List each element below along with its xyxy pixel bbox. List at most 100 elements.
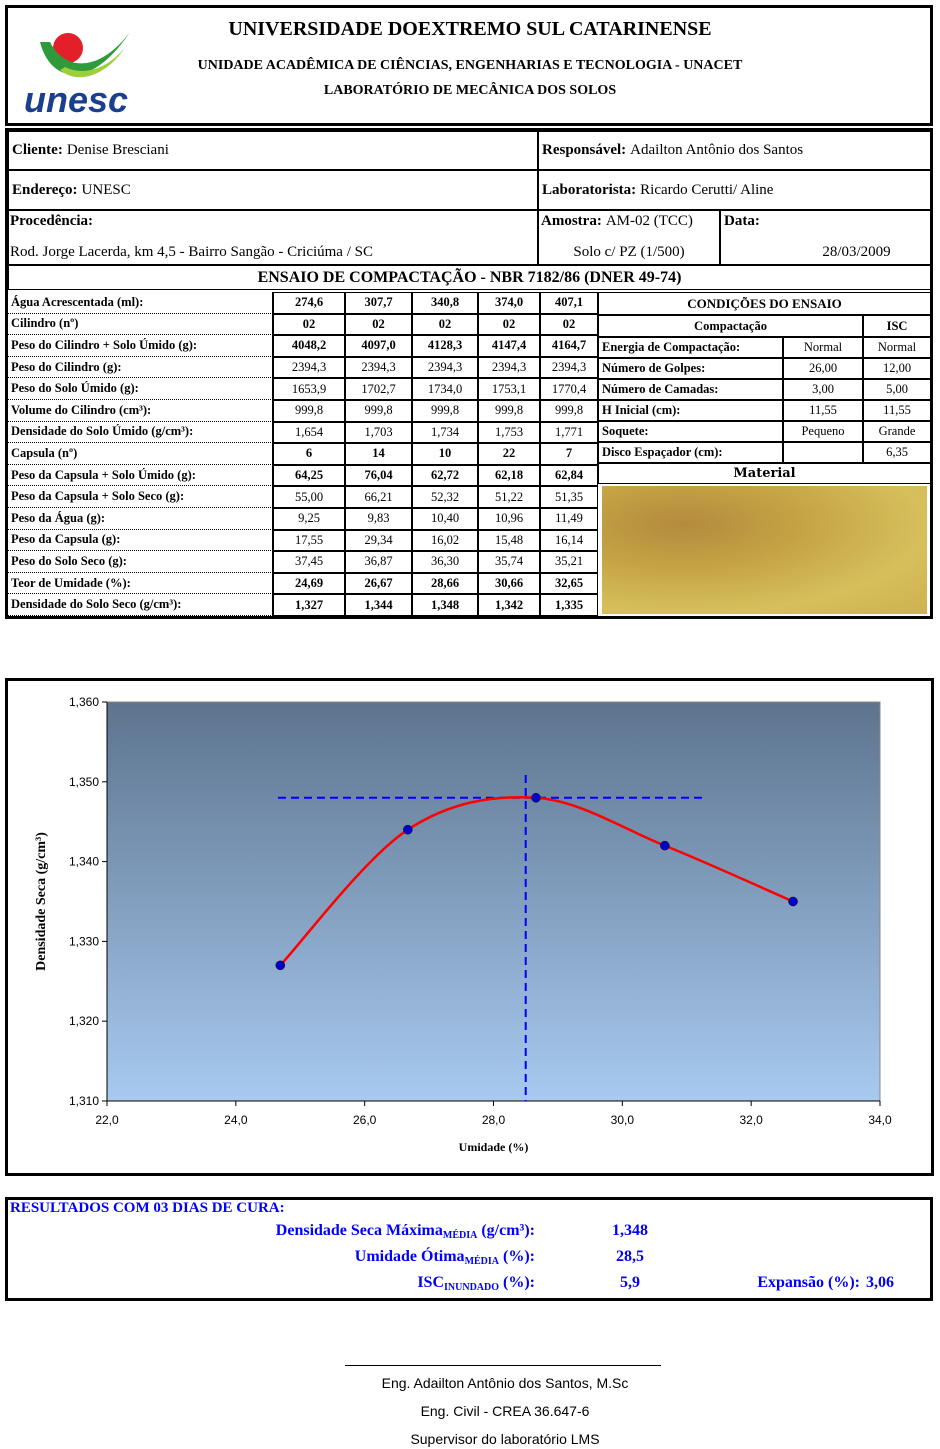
table-cell: 11,49 <box>540 508 598 530</box>
table-cell: 1,335 <box>540 594 598 616</box>
info-cell: Amostra: AM-02 (TCC) <box>541 213 721 233</box>
table-cell: 22 <box>478 443 540 465</box>
table-cell: 1702,7 <box>345 378 412 400</box>
table-cell: 24,69 <box>273 572 345 595</box>
table-cell: 1,348 <box>412 594 478 616</box>
table-cell: 35,74 <box>478 551 540 573</box>
table-cell: 2394,3 <box>273 356 345 379</box>
table-cell: 16,14 <box>540 529 598 552</box>
table-title: ENSAIO DE COMPACTAÇÃO - NBR 7182/86 (DNE… <box>8 265 931 290</box>
info-cell: Cliente: Denise Bresciani <box>8 131 538 170</box>
result-value: 5,9 <box>620 1274 640 1291</box>
info-cell: Responsável: Adailton Antônio dos Santos <box>538 131 931 170</box>
x-tick-label: 22,0 <box>95 1113 119 1127</box>
material-label: Material <box>598 463 931 484</box>
result-unit: (g/cm³): <box>477 1222 535 1239</box>
conditions-label: Energia de Compactação: <box>598 337 783 358</box>
table-cell: 1,327 <box>273 594 345 616</box>
row-label: Cilindro (nº) <box>8 313 273 336</box>
result-label: ISCINUNDADO (%): <box>150 1274 535 1298</box>
table-cell: 274,6 <box>273 292 345 314</box>
table-cell: 51,35 <box>540 486 598 508</box>
info-value: Ricardo Cerutti/ Aline <box>640 181 774 198</box>
result-name: ISC <box>417 1274 445 1291</box>
cell <box>538 210 720 265</box>
conditions-cell: Normal <box>783 337 863 358</box>
table-cell: 1,703 <box>345 421 412 444</box>
signature-role: Supervisor do laboratório LMS <box>410 1431 600 1447</box>
table-cell: 2394,3 <box>412 356 478 379</box>
row-label: Densidade do Solo Úmido (g/cm³): <box>8 421 273 444</box>
conditions-label: Soquete: <box>598 421 783 442</box>
table-cell: 1,771 <box>540 421 598 444</box>
table-cell: 1734,0 <box>412 378 478 400</box>
x-tick-label: 32,0 <box>739 1113 763 1127</box>
info-label: Cliente: <box>12 142 63 158</box>
subtitle: UNIDADE ACADÊMICA DE CIÊNCIAS, ENGENHARI… <box>197 58 743 73</box>
expansion-value: 3,06 <box>866 1274 894 1291</box>
row-label: Volume do Cilindro (cm³): <box>8 400 273 422</box>
y-tick-label: 1,320 <box>69 1014 99 1028</box>
x-tick-label: 26,0 <box>353 1113 377 1127</box>
table-cell: 4164,7 <box>540 335 598 357</box>
data-point <box>275 960 286 971</box>
conditions-cell: Pequeno <box>783 421 863 442</box>
table-cell: 32,65 <box>540 572 598 595</box>
conditions-cell: Grande <box>863 421 931 442</box>
row-label: Peso da Água (g): <box>8 508 273 530</box>
info-value: 28/03/2009 <box>822 244 891 260</box>
table-cell: 999,8 <box>540 400 598 422</box>
table-cell: 1,753 <box>478 421 540 444</box>
result-label: Umidade ÓtimaMÉDIA (%): <box>150 1248 535 1272</box>
info-cell: Endereço: UNESC <box>8 170 538 210</box>
x-tick-label: 34,0 <box>868 1113 892 1127</box>
conditions-label: Disco Espaçador (cm): <box>598 442 783 463</box>
table-cell: 02 <box>273 313 345 336</box>
table-cell: 1753,1 <box>478 378 540 400</box>
table-cell: 30,66 <box>478 572 540 595</box>
table-cell: 16,02 <box>412 529 478 552</box>
conditions-label: Número de Camadas: <box>598 379 783 400</box>
cell <box>8 210 538 265</box>
result-value: 1,348 <box>612 1222 648 1239</box>
table-cell: 1653,9 <box>273 378 345 400</box>
table-cell: 1,342 <box>478 594 540 616</box>
result-name: Umidade Ótima <box>354 1248 465 1265</box>
table-cell: 1,654 <box>273 421 345 444</box>
table-cell: 4048,2 <box>273 335 345 357</box>
logo: unesc <box>24 32 130 120</box>
table-cell: 64,25 <box>273 464 345 487</box>
conditions-cell: 11,55 <box>863 400 931 421</box>
table-cell: 02 <box>478 313 540 336</box>
row-label: Capsula (nº) <box>8 443 273 465</box>
row-label: Peso do Cilindro (g): <box>8 356 273 379</box>
info-value: UNESC <box>81 181 131 198</box>
plot-area <box>106 701 881 1102</box>
info-value: AM-02 (TCC) <box>605 213 693 229</box>
table-cell: 17,55 <box>273 529 345 552</box>
table-cell: 4128,3 <box>412 335 478 357</box>
table-cell: 62,84 <box>540 464 598 487</box>
table-cell: 52,32 <box>412 486 478 508</box>
table-cell: 26,67 <box>345 572 412 595</box>
row-label: Peso do Solo Úmido (g): <box>8 378 273 400</box>
y-tick-label: 1,340 <box>69 855 99 869</box>
info-label: Responsável: <box>542 142 627 158</box>
table-cell: 7 <box>540 443 598 465</box>
table-cell: 1770,4 <box>540 378 598 400</box>
table-cell: 2394,3 <box>345 356 412 379</box>
logo-swoosh <box>40 32 130 75</box>
conditions-label: Número de Golpes: <box>598 358 783 379</box>
logo-dot <box>53 33 83 63</box>
y-axis-label: Densidade Seca (g/cm³) <box>34 832 49 971</box>
data-point <box>660 840 670 851</box>
conditions-label: H Inicial (cm): <box>598 400 783 421</box>
material-image <box>602 486 927 614</box>
row-label: Peso da Capsula + Solo Úmido (g): <box>8 464 273 487</box>
table-cell: 15,48 <box>478 529 540 552</box>
table-cell: 4097,0 <box>345 335 412 357</box>
info-label: Data: <box>724 213 760 229</box>
table-cell: 2394,3 <box>478 356 540 379</box>
table-cell: 307,7 <box>345 292 412 314</box>
